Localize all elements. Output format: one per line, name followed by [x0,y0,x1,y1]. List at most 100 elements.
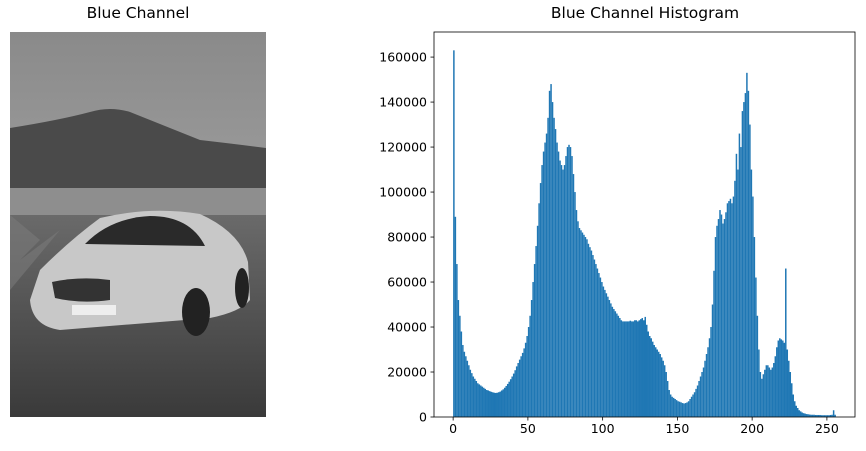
bar [557,151,560,417]
bar [581,232,584,417]
bar [592,255,594,417]
bar [714,237,717,417]
bar [626,321,629,417]
x-tick-label: 250 [815,421,839,436]
bar [565,156,567,417]
bar [765,365,768,417]
bar [794,401,796,417]
bar [584,237,587,417]
bar [457,300,460,417]
bar [544,142,546,417]
bar [520,356,522,417]
bar [616,313,618,417]
bar [707,347,709,417]
bar [623,321,626,417]
bar [506,383,509,417]
bar [780,339,783,417]
bar [654,347,657,417]
x-tick-label: 150 [665,421,689,436]
bar [645,324,648,417]
bar [481,386,484,417]
bar [619,318,621,417]
bar [788,360,790,417]
bar [789,372,792,417]
bar [817,414,820,417]
y-tick-label: 100000 [379,185,427,200]
bar [551,102,554,418]
bar [752,196,754,417]
y-tick-label: 20000 [387,365,427,380]
bar [786,349,789,417]
bar [489,391,491,417]
bar [548,90,551,417]
bar [486,390,488,417]
bar [687,401,690,417]
bar [771,367,774,417]
bar [672,397,675,417]
axes-frame [433,31,856,418]
bar [820,415,823,417]
bar [660,357,663,417]
bar [699,376,702,417]
bar [677,401,679,417]
bar [802,413,805,417]
bar [716,225,718,417]
bar [749,124,751,417]
bar [776,347,778,417]
bar [832,410,835,417]
bar [593,259,596,417]
bar [503,387,506,417]
bar [628,321,630,417]
bar [779,338,781,417]
bar [648,336,651,417]
bar [637,321,639,417]
bar [466,360,469,417]
bar [753,237,756,417]
y-tick-label: 160000 [379,50,427,65]
bar [539,183,542,417]
bar [811,414,814,417]
bar [695,388,697,417]
bar [804,413,806,417]
bar [702,367,705,417]
bar [536,225,539,417]
bar [805,414,808,417]
bar [542,151,545,417]
bar [710,327,712,417]
bar [746,72,748,418]
bar [782,340,784,417]
bar [560,165,563,417]
bar [828,415,830,417]
bar [590,250,593,417]
bar [816,414,818,417]
bar [571,156,573,417]
bar [705,354,708,417]
bar [465,356,467,417]
bar [643,320,645,417]
x-tick-label: 200 [740,421,764,436]
bar [524,342,527,417]
bar [819,414,821,417]
bar [825,415,827,417]
bar [622,321,624,417]
bar [783,342,786,417]
bar [613,309,615,417]
bar [518,359,521,417]
bar [496,392,498,417]
bar [717,219,720,417]
bar [559,160,561,417]
bar [698,381,700,417]
bar [460,331,463,417]
bar [556,142,558,417]
bar [722,223,724,417]
bar [810,414,812,417]
bar [680,402,682,417]
bar [614,311,617,417]
bar [822,415,824,417]
bar [569,147,572,418]
bar [517,363,519,417]
bar [554,129,557,418]
bar [502,389,504,417]
bar [744,93,747,418]
